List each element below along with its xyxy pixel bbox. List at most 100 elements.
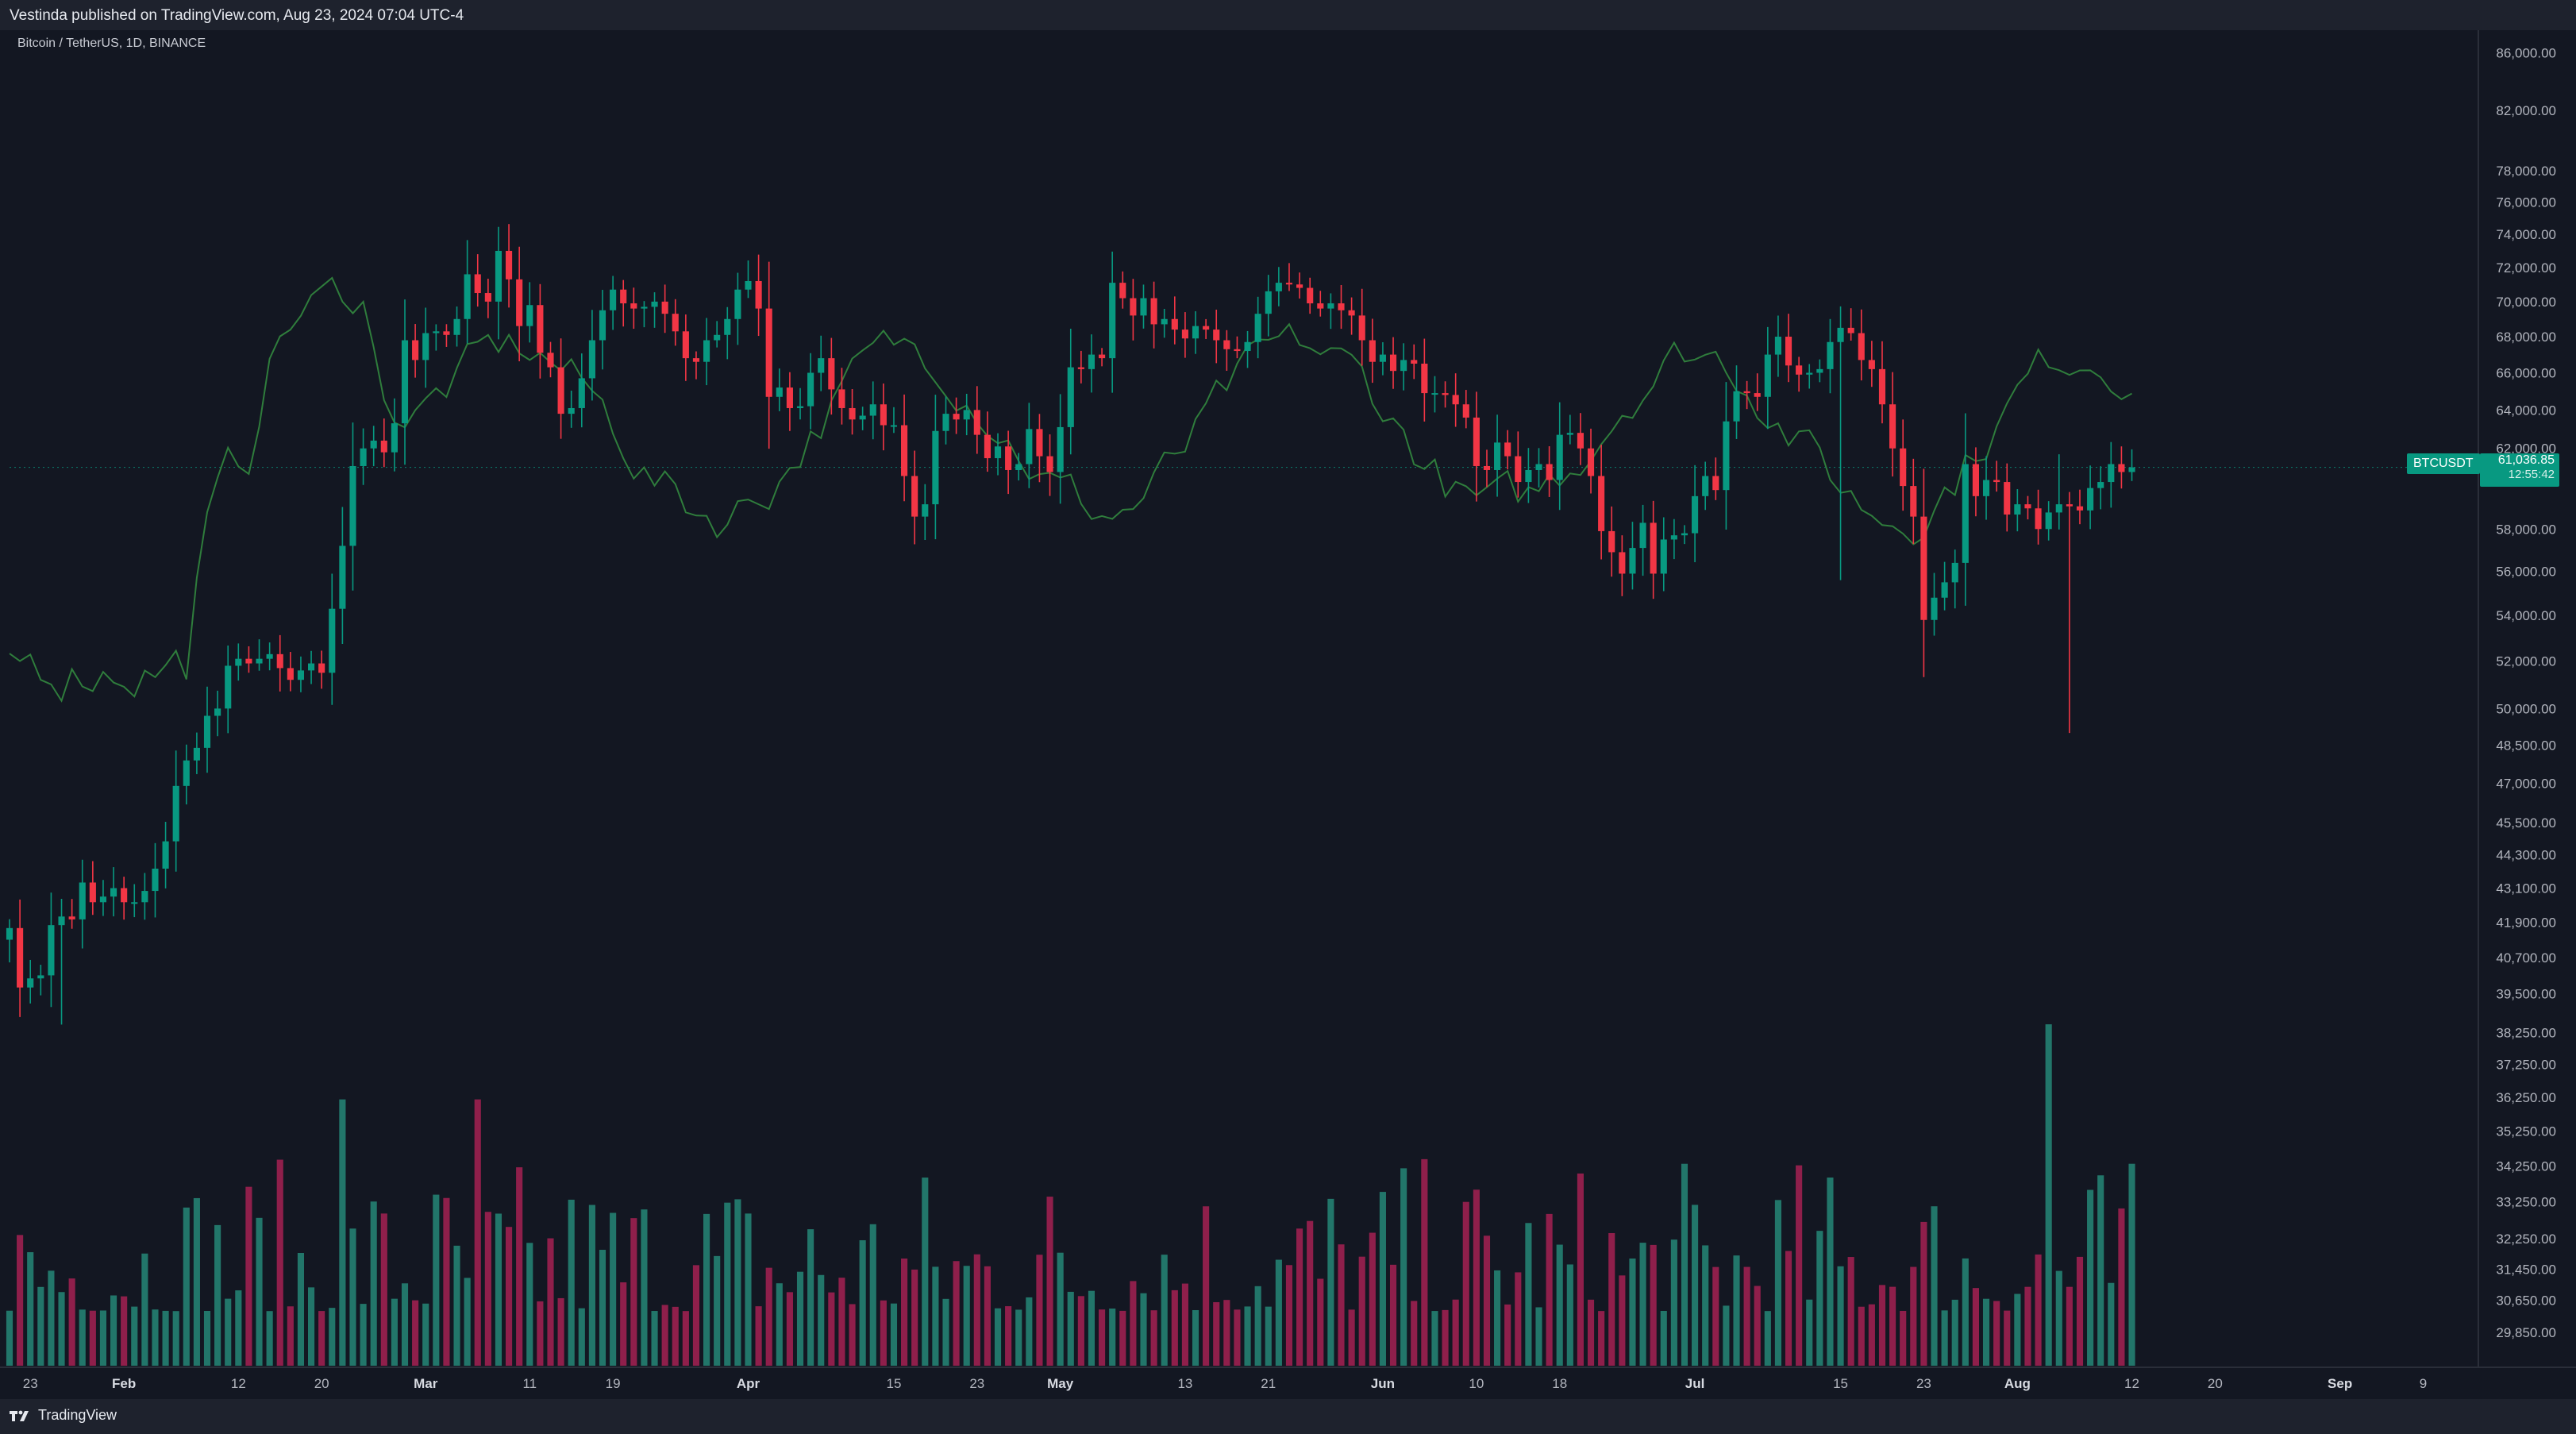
volume-bar [1972,1288,1979,1366]
price-tick-label: 35,250.00 [2496,1124,2556,1139]
candle-body [152,868,159,892]
volume-bar [620,1282,627,1366]
chart-title: Bitcoin / TetherUS, 1D, BINANCE [17,37,206,50]
candle-body [235,658,242,666]
price-tick-label: 33,250.00 [2496,1195,2556,1210]
volume-bar [880,1300,887,1366]
candle-body [391,423,398,453]
volume-bar [610,1212,617,1366]
time-tick-label: Jun [1371,1376,1395,1391]
candle-body [370,440,377,449]
volume-bar [1702,1245,1709,1366]
volume-bar [1712,1266,1719,1366]
volume-bar [318,1311,325,1366]
candle-body [2035,508,2042,530]
candle-body [349,465,356,546]
candle-body [1171,318,1178,330]
price-tick-label: 47,000.00 [2496,777,2556,792]
volume-bar [339,1099,346,1366]
volume-bar [786,1292,793,1366]
volume-bar [99,1310,107,1366]
volume-bar [1598,1311,1605,1366]
candle-body [1982,480,1990,496]
candle-body [245,658,252,664]
candle-body [953,414,960,420]
volume-bar [1577,1173,1584,1366]
volume-bar [89,1310,96,1366]
candle-body [1109,283,1116,359]
candle-body [172,785,179,842]
volume-bar [1515,1272,1522,1366]
price-axis[interactable]: 86,000.00 82,000.00 78,000.00 76,000.00 74,0… [2496,45,2556,1340]
volume-bar [2118,1208,2125,1366]
volume-bar [6,1310,13,1366]
candle-body [1431,393,1438,395]
candle-body [568,407,575,414]
volume-bar [307,1287,315,1366]
volume-bar [1369,1232,1376,1366]
candle-body [1077,367,1084,369]
candle-body [1774,337,1781,355]
candle-body [1910,486,1917,517]
candle-body [1317,303,1324,309]
candle-body [474,274,481,294]
price-tick-label: 45,500.00 [2496,815,2556,831]
volume-bar [1119,1310,1126,1366]
time-tick-label: 23 [23,1376,38,1391]
time-tick-label: 19 [606,1376,621,1391]
candle-body [1962,464,1969,563]
candle-body [1525,469,1532,483]
volume-bar [1910,1266,1917,1366]
price-tick-label: 31,450.00 [2496,1262,2556,1277]
price-tick-label: 34,250.00 [2496,1159,2556,1174]
volume-bar [443,1197,450,1366]
price-tick-label: 70,000.00 [2496,295,2556,310]
volume-bar [922,1178,929,1366]
price-tick-label: 40,700.00 [2496,950,2556,966]
candle-body [1327,303,1334,309]
volume-bar [193,1197,200,1366]
volume-bar [225,1298,232,1366]
candle-body [1712,476,1719,491]
candle-body [890,425,898,427]
volume-bar [526,1243,533,1366]
candle-body [297,670,305,680]
time-tick-label: 15 [1833,1376,1848,1391]
candle-body [1203,326,1210,330]
candle-body [339,545,346,609]
volume-bar [1900,1310,1907,1366]
candle-body [1515,456,1522,483]
time-tick-label: 12 [231,1376,246,1391]
candle-body [1733,391,1740,422]
candle-body [1993,480,2000,483]
candle-body [2108,464,2115,483]
volume-bar [1223,1300,1230,1366]
volume-bar [953,1261,960,1366]
volume-bar [745,1213,752,1366]
volume-bar [1723,1305,1730,1366]
candle-body [131,902,138,904]
candle-body [89,882,96,903]
volume-bar [963,1266,970,1366]
volume-bar [641,1209,648,1366]
time-axis[interactable]: 23 Feb 12 20 Mar 11 19 Apr 15 23 May 13 21 Jun 10 18 Jul… [23,1376,2427,1391]
time-tick-label: Feb [112,1376,136,1391]
volume-bar [245,1186,252,1366]
candle-body [1639,522,1646,549]
volume-bar [1941,1310,1948,1366]
price-tick-label: 30,650.00 [2496,1293,2556,1309]
volume-bar [661,1305,668,1366]
candle-body [1192,326,1199,339]
volume-bar [1181,1283,1188,1366]
volume-bar [724,1202,731,1366]
volume-bar [1234,1309,1241,1366]
tradingview-icon [10,1410,29,1421]
tradingview-logo[interactable]: TradingView [10,1407,117,1424]
candle-body [1941,582,1948,598]
volume-bar [838,1278,845,1366]
candle-body [1181,330,1188,339]
volume-bar [1192,1309,1199,1366]
price-tick-label: 36,250.00 [2496,1090,2556,1105]
time-tick-label: 13 [1177,1376,1192,1391]
